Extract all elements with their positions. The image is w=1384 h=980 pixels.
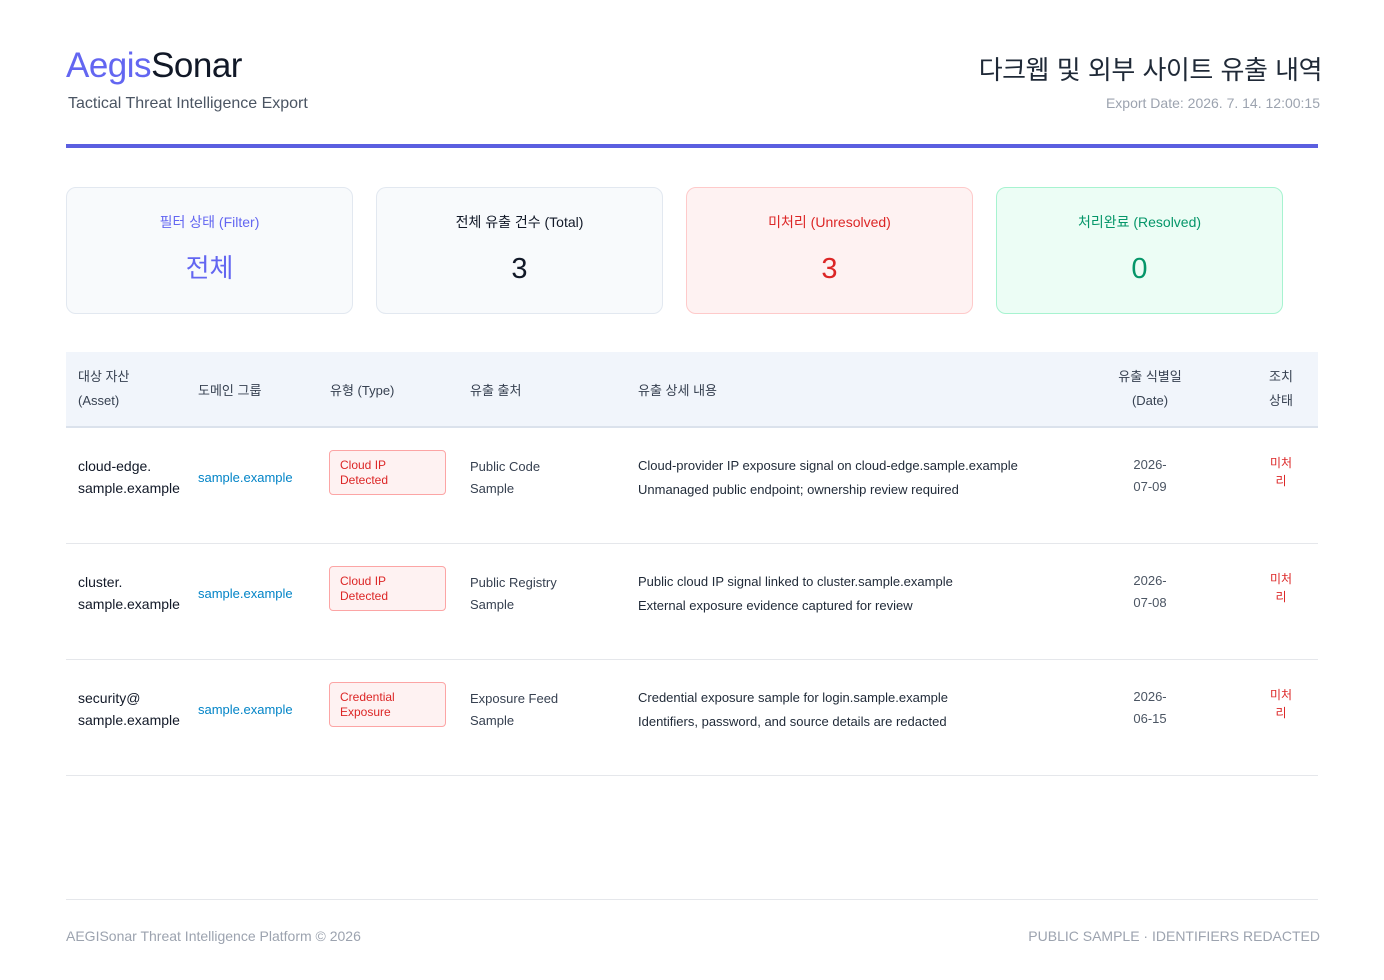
date-line2: 07-09 <box>1133 479 1167 494</box>
status-line2: 리 <box>1275 474 1287 488</box>
asset-cell: cluster. sample.example <box>78 571 198 615</box>
asset-line2: sample.example <box>78 712 180 728</box>
filter-value: 전체 <box>185 254 234 284</box>
header-date-line1: 유출 식별일 <box>1118 369 1182 384</box>
footer-copyright: AEGISonar Threat Intelligence Platform ©… <box>66 928 361 944</box>
detail-line1: Credential exposure sample for login.sam… <box>638 690 948 705</box>
domain-link[interactable]: sample.example <box>198 470 293 485</box>
resolved-label: 처리완료 (Resolved) <box>1077 214 1202 230</box>
type-badge: Credential Exposure <box>329 682 446 727</box>
source-cell: Exposure Feed Sample <box>470 688 610 732</box>
domain-link[interactable]: sample.example <box>198 586 293 601</box>
unresolved-card: 미처리 (Unresolved) 3 <box>686 187 973 314</box>
date-line1: 2026- <box>1133 689 1167 704</box>
total-value: 3 <box>511 253 528 285</box>
table-row: cloud-edge. sample.example sample.example… <box>66 428 1318 544</box>
type-line1: Cloud IP <box>340 458 387 472</box>
asset-line2: sample.example <box>78 596 180 612</box>
header-date-line2: (Date) <box>1131 393 1169 408</box>
header-asset: 대상 자산 (Asset) <box>78 365 178 413</box>
date-cell: 2026- 07-08 <box>1110 570 1190 614</box>
summary-cards: 필터 상태 (Filter) 전체 전체 유출 건수 (Total) 3 미처리… <box>66 187 1318 315</box>
source-line1: Public Registry <box>470 575 557 590</box>
detail-cell: Public cloud IP signal linked to cluster… <box>638 570 1098 618</box>
asset-line1: cluster. <box>78 574 123 590</box>
header-type: 유형 (Type) <box>330 383 395 398</box>
header-asset-line1: 대상 자산 <box>78 369 130 384</box>
table-row: security@ sample.example sample.example C… <box>66 660 1318 776</box>
source-line2: Sample <box>470 713 515 728</box>
status-line1: 미처 <box>1269 456 1293 470</box>
report-header: AegisSonar Tactical Threat Intelligence … <box>66 46 1323 148</box>
type-line1: Cloud IP <box>340 574 387 588</box>
type-badge: Cloud IP Detected <box>329 450 446 495</box>
date-line2: 07-08 <box>1133 595 1167 610</box>
status-line1: 미처 <box>1269 688 1293 702</box>
date-cell: 2026- 06-15 <box>1110 686 1190 730</box>
type-line2: Exposure <box>340 705 391 719</box>
header-date: 유출 식별일 (Date) <box>1110 365 1190 413</box>
asset-cell: cloud-edge. sample.example <box>78 455 198 499</box>
header-asset-line2: (Asset) <box>78 393 120 408</box>
domain-link[interactable]: sample.example <box>198 702 293 717</box>
type-line2: Detected <box>340 473 389 487</box>
logo: AegisSonar <box>66 46 242 86</box>
report-footer: AEGISonar Threat Intelligence Platform ©… <box>66 899 1320 944</box>
resolved-value: 0 <box>1131 253 1148 285</box>
report-subtitle: Tactical Threat Intelligence Export <box>68 95 308 112</box>
source-line2: Sample <box>470 481 515 496</box>
header-status-line1: 조치 <box>1269 369 1293 384</box>
source-cell: Public Registry Sample <box>470 572 610 616</box>
total-card: 전체 유출 건수 (Total) 3 <box>376 187 663 314</box>
header-detail: 유출 상세 내용 <box>638 383 717 398</box>
header-source: 유출 출처 <box>470 383 522 398</box>
export-date: Export Date: 2026. 7. 14. 12:00:15 <box>1105 95 1320 111</box>
filter-label: 필터 상태 (Filter) <box>159 214 260 230</box>
asset-cell: security@ sample.example <box>78 687 198 731</box>
status-line2: 리 <box>1275 590 1287 604</box>
table-header: 대상 자산 (Asset) 도메인 그룹 유형 (Type) 유출 출처 유출 상… <box>66 352 1318 428</box>
total-label: 전체 유출 건수 (Total) <box>455 214 584 230</box>
source-cell: Public Code Sample <box>470 456 610 500</box>
asset-line1: security@ <box>78 690 141 706</box>
detail-line2: Unmanaged public endpoint; ownership rev… <box>638 482 959 497</box>
unresolved-value: 3 <box>821 253 838 285</box>
status-line2: 리 <box>1275 706 1287 720</box>
detail-cell: Credential exposure sample for login.sam… <box>638 686 1098 734</box>
asset-line1: cloud-edge. <box>78 458 152 474</box>
page-title: 다크웹 및 외부 사이트 유출 내역 <box>978 56 1323 86</box>
table-row: cluster. sample.example sample.example Cl… <box>66 544 1318 660</box>
detail-cell: Cloud-provider IP exposure signal on clo… <box>638 454 1098 502</box>
detail-line1: Public cloud IP signal linked to cluster… <box>638 574 953 589</box>
date-line1: 2026- <box>1133 573 1167 588</box>
source-line1: Public Code <box>470 459 541 474</box>
header-status-line2: 상태 <box>1269 393 1293 408</box>
footer-notice: PUBLIC SAMPLE · IDENTIFIERS REDACTED <box>1028 928 1320 944</box>
leak-table: 대상 자산 (Asset) 도메인 그룹 유형 (Type) 유출 출처 유출 상… <box>66 352 1318 776</box>
source-line1: Exposure Feed <box>470 691 559 706</box>
resolved-card: 처리완료 (Resolved) 0 <box>996 187 1283 314</box>
unresolved-label: 미처리 (Unresolved) <box>768 214 891 230</box>
asset-line2: sample.example <box>78 480 180 496</box>
detail-line1: Cloud-provider IP exposure signal on clo… <box>638 458 1018 473</box>
date-cell: 2026- 07-09 <box>1110 454 1190 498</box>
header-domain: 도메인 그룹 <box>198 383 262 398</box>
detail-line2: Identifiers, password, and source detail… <box>638 714 947 729</box>
status-line1: 미처 <box>1269 572 1293 586</box>
logo-aegis: Aegis <box>66 46 152 85</box>
date-line1: 2026- <box>1133 457 1167 472</box>
source-line2: Sample <box>470 597 515 612</box>
type-badge: Cloud IP Detected <box>329 566 446 611</box>
date-line2: 06-15 <box>1133 711 1167 726</box>
detail-line2: External exposure evidence captured for … <box>638 598 913 613</box>
logo-sonar: Sonar <box>151 46 242 85</box>
type-line2: Detected <box>340 589 389 603</box>
type-line1: Credential <box>340 690 395 704</box>
filter-card: 필터 상태 (Filter) 전체 <box>66 187 353 314</box>
